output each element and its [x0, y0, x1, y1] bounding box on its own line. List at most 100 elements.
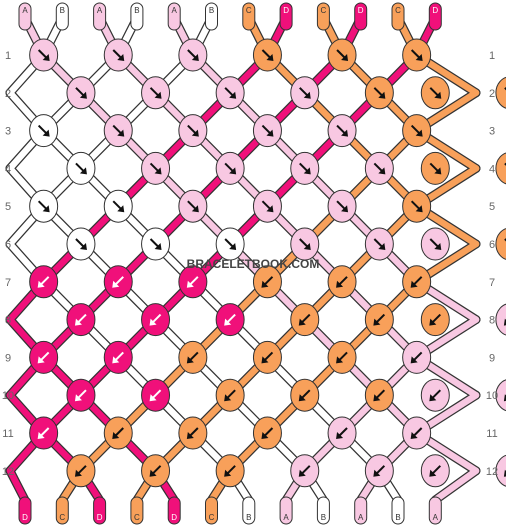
knot — [141, 151, 171, 185]
string-tab — [391, 496, 405, 525]
string-letter: A — [358, 513, 364, 522]
string-tab — [242, 496, 256, 525]
row-number-left: 5 — [5, 201, 11, 213]
knot — [215, 151, 245, 185]
string-tab — [428, 496, 442, 525]
string-tab — [354, 2, 368, 31]
knot — [290, 454, 320, 488]
arrow-down-right-icon — [187, 49, 199, 61]
knot — [252, 189, 282, 223]
arrow-down-left-icon — [336, 427, 348, 439]
string-tab — [18, 496, 32, 525]
bottom-string-6: B — [242, 496, 256, 525]
string-letter: B — [395, 513, 400, 522]
top-string-6: C — [242, 2, 256, 31]
knot — [29, 340, 59, 374]
strand-segment — [6, 467, 29, 504]
string-letter: B — [209, 6, 214, 15]
bottom-string-2: D — [93, 496, 107, 525]
knot — [402, 189, 432, 223]
arrow-down-left-icon — [298, 465, 311, 477]
knot — [420, 378, 450, 412]
arrow-down-left-icon — [74, 389, 87, 402]
arrow-down-left-icon — [503, 318, 506, 326]
knot — [178, 340, 208, 374]
bottom-string-0: D — [18, 496, 32, 525]
arrow-down-left-icon — [429, 313, 442, 326]
arrow-down-right-icon — [429, 238, 442, 250]
strand-segment — [432, 467, 480, 504]
arrow-down-right-icon — [37, 124, 50, 137]
knot — [103, 38, 133, 72]
arrow-down-left-icon — [410, 276, 423, 288]
row-number-right: 3 — [489, 126, 495, 138]
string-tab — [55, 2, 69, 31]
top-string-2: A — [93, 2, 107, 31]
knot — [364, 76, 394, 110]
string-tab — [316, 2, 330, 31]
arrow-down-left-icon — [298, 389, 311, 402]
knot — [402, 38, 432, 72]
arrow-down-left-icon — [112, 276, 124, 288]
bottom-string-1: C — [55, 496, 69, 525]
knot — [495, 152, 506, 185]
knot-oval — [495, 76, 506, 109]
knot — [29, 416, 59, 450]
arrow-down-left-icon — [149, 465, 162, 477]
row-number-right: 9 — [489, 352, 495, 364]
arrow-down-right-icon — [373, 87, 386, 99]
string-tab — [428, 2, 442, 31]
arrow-down-left-icon — [186, 427, 199, 439]
string-letter: C — [395, 6, 401, 15]
row-number-right: 7 — [489, 277, 495, 289]
string-letter: D — [358, 6, 364, 15]
knot — [29, 38, 59, 72]
knot — [252, 340, 282, 374]
row-number-left: 6 — [5, 239, 11, 251]
row-number-right: 2 — [489, 88, 495, 100]
row-number-right: 4 — [489, 163, 495, 175]
knot — [141, 227, 171, 261]
top-string-0: A — [18, 2, 32, 31]
knot — [327, 38, 357, 72]
arrow-down-left-icon — [74, 313, 87, 326]
string-letter: D — [22, 513, 28, 522]
string-letter: D — [283, 6, 289, 15]
top-string-11: D — [428, 2, 442, 31]
string-letter: A — [433, 513, 439, 522]
arrow-down-right-icon — [299, 162, 311, 175]
knot — [103, 189, 133, 223]
arrow-down-right-icon — [373, 162, 386, 175]
arrow-down-left-icon — [112, 427, 124, 439]
string-letter: A — [97, 6, 103, 15]
arrow-down-right-icon — [410, 49, 423, 61]
knot — [327, 416, 357, 450]
arrow-down-left-icon — [410, 351, 423, 364]
knot — [252, 416, 282, 450]
knot — [141, 378, 171, 412]
arrow-down-left-icon — [186, 351, 199, 364]
arrow-down-left-icon — [410, 427, 423, 439]
string-letter: A — [172, 6, 178, 15]
knot — [420, 454, 450, 488]
string-tab — [93, 496, 107, 525]
knot — [290, 378, 320, 412]
knot — [29, 189, 59, 223]
string-tab — [391, 2, 405, 31]
row-number-left: 1 — [5, 50, 11, 62]
arrow-down-left-icon — [224, 313, 236, 326]
top-string-5: B — [205, 2, 218, 31]
knot — [290, 151, 320, 185]
arrow-down-right-icon — [224, 87, 237, 99]
top-string-4: A — [167, 2, 181, 31]
knot — [141, 76, 171, 110]
arrow-down-right-icon — [336, 124, 349, 137]
arrow-down-right-icon — [261, 200, 274, 213]
string-letter: D — [432, 6, 438, 15]
top-string-10: C — [391, 2, 405, 31]
string-letter: C — [321, 6, 327, 15]
knot — [364, 454, 394, 488]
string-tab — [167, 496, 181, 525]
arrow-down-left-icon — [149, 313, 162, 326]
top-string-9: D — [354, 2, 368, 31]
